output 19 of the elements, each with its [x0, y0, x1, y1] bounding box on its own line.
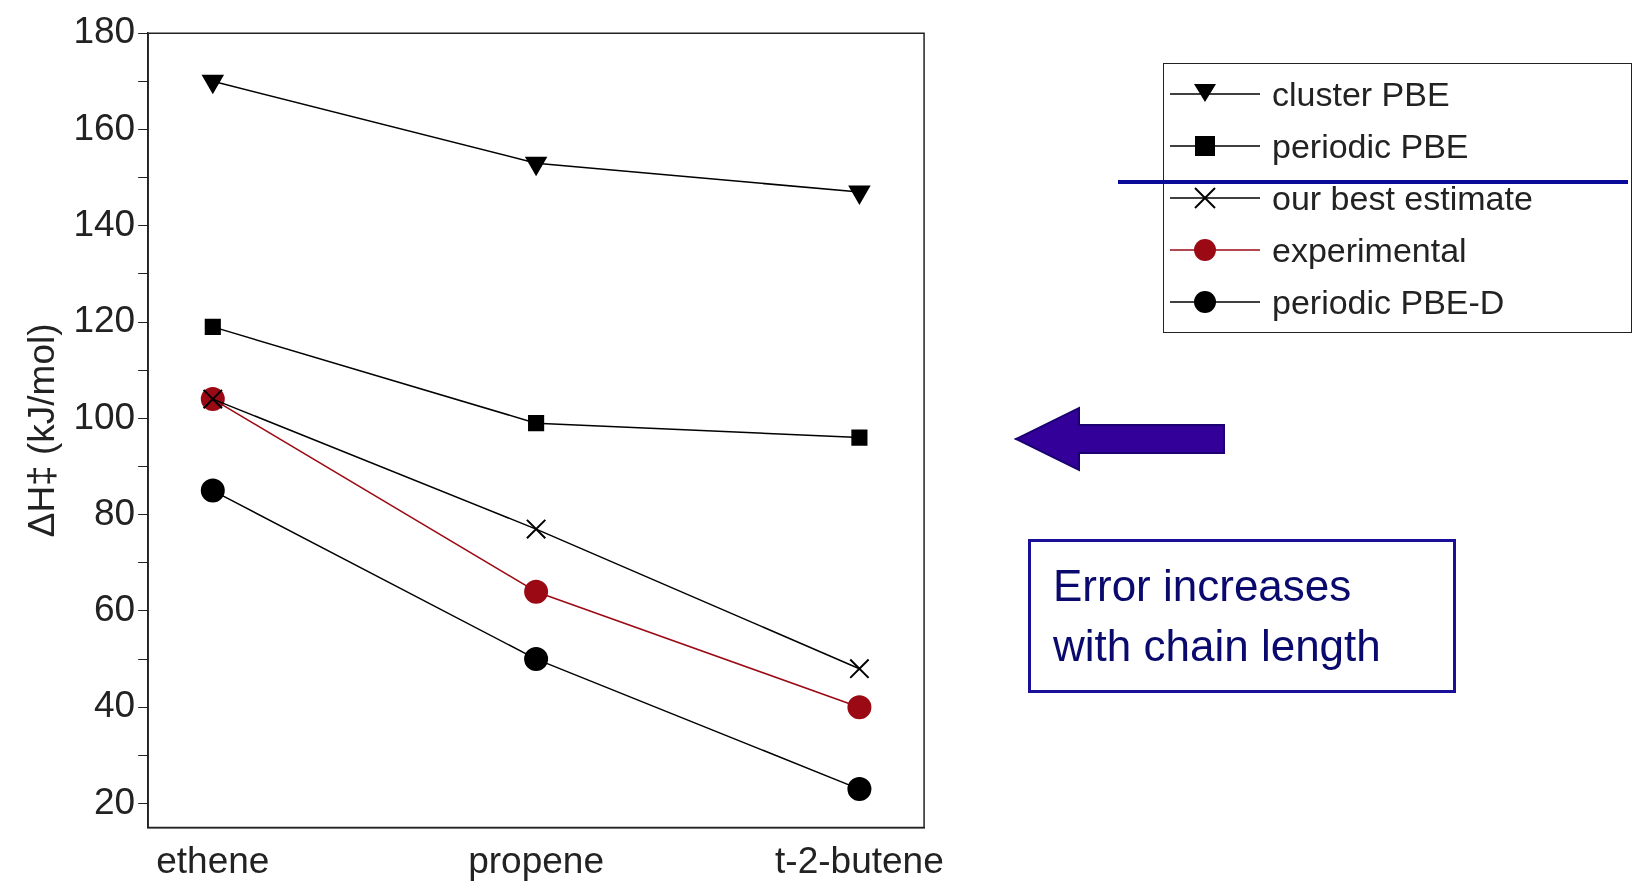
- legend-label: experimental: [1272, 230, 1467, 270]
- y-tick-label: 80: [93, 491, 136, 533]
- y-axis-title: ΔH‡ (kJ/mol): [21, 323, 63, 538]
- y-tick-label: 160: [73, 106, 136, 148]
- text: Error increases with chain length: [1028, 539, 1456, 693]
- y-tick-label: 40: [93, 684, 136, 726]
- legend-label: our best estimate: [1272, 178, 1533, 218]
- x-tick-label: ethene: [156, 840, 270, 881]
- y-tick-label: 140: [73, 202, 136, 244]
- legend-label: periodic PBE-D: [1272, 282, 1505, 322]
- legend-label: cluster PBE: [1272, 74, 1450, 114]
- y-tick-label: 180: [73, 10, 136, 52]
- x-tick-label: t-2-butene: [775, 840, 944, 881]
- legend-label: periodic PBE: [1272, 126, 1469, 166]
- y-tick-label: 20: [93, 780, 136, 822]
- y-tick-label: 120: [73, 299, 136, 341]
- y-tick-label: 100: [73, 395, 136, 437]
- y-tick-label: 60: [93, 588, 136, 630]
- x-tick-label: propene: [468, 840, 604, 881]
